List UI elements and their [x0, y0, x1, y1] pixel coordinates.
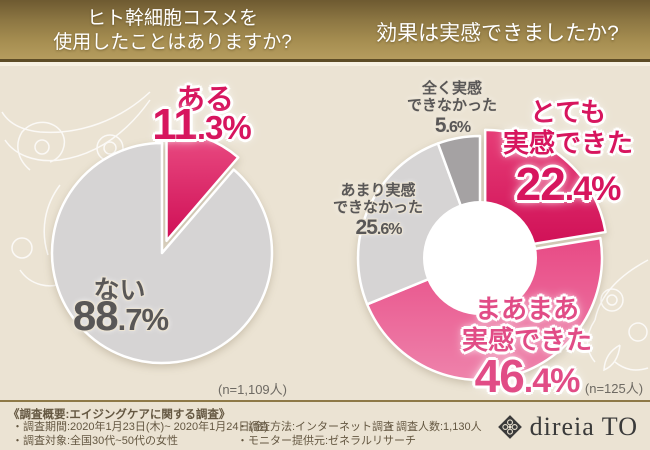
left-chart-title: ヒト幹細胞コスメを 使用したことはありますか?: [0, 7, 345, 55]
slice-value-mattaku: 5.6%: [434, 114, 471, 137]
slice-label-mattaku-line1: 全く実感: [421, 80, 482, 97]
slice-label-amari-line2: できなかった: [332, 199, 423, 216]
brand-ornament-icon: [497, 415, 522, 439]
slice-label-mattaku-line2: できなかった: [406, 97, 497, 114]
survey-monitor-provider: ・モニター提供元:ゼネラルリサーチ: [237, 435, 417, 447]
survey-overview-heading: 《調査概要:エイジングケアに関する調査》: [8, 409, 231, 421]
survey-respondents: ・調査人数:1,130人: [385, 421, 482, 433]
slice-label-totemo-line2: 実感できた: [502, 128, 633, 158]
slice-value-totemo: 22.4%: [515, 158, 622, 210]
slice-label-maamaa-line1: まあまあ: [474, 294, 579, 324]
brand-logo-text: direia TO: [529, 412, 638, 441]
survey-target: ・調査対象:全国30代~50代の女性: [12, 435, 178, 447]
header-divider-dark: [0, 59, 650, 62]
floral-decoration-right: [586, 259, 649, 372]
slice-label-amari: あまり実感 できなかった: [322, 182, 434, 216]
donut-hole: [423, 201, 537, 315]
header-band: ヒト幹細胞コスメを 使用したことはありますか? 効果は実感できましたか?: [0, 0, 650, 59]
pie-chart-usage: [50, 129, 274, 365]
slice-label-totemo: とても 実感できた: [488, 97, 648, 159]
left-chart-title-line2: 使用したことはありますか?: [53, 32, 292, 53]
slice-label-nai: ない: [93, 275, 146, 305]
brand-logo: direia TO: [496, 412, 638, 442]
donut-chart-effect: [356, 128, 607, 382]
slice-label-mattaku: 全く実感 できなかった: [382, 80, 522, 114]
slice-value-nai: 88.7%: [72, 292, 169, 339]
survey-details-col2: ・調査方法:インターネット調査 ・モニター提供元:ゼネラルリサーチ: [237, 420, 416, 448]
slice-value-maamaa: 46.4%: [474, 350, 581, 402]
slice-label-totemo-line1: とても: [530, 97, 606, 127]
slice-ある: [165, 129, 240, 243]
survey-details-col3: ・調査人数:1,130人: [385, 420, 482, 434]
slice-label-maamaa: まあまあ 実感できた: [442, 294, 612, 356]
survey-period: ・調査期間:2020年1月23日(木)~ 2020年1月24日(金): [12, 421, 268, 433]
slice-label-maamaa-line2: 実感できた: [461, 325, 592, 355]
footer-divider: [0, 400, 650, 402]
slice-label-aru: ある: [175, 84, 234, 116]
slice-label-amari-line1: あまり実感: [340, 182, 416, 199]
slice-ない: [50, 141, 274, 365]
left-chart-title-line1: ヒト幹細胞コスメを: [86, 8, 258, 29]
survey-method: ・調査方法:インターネット調査: [237, 421, 395, 433]
slice-value-aru: 11.3%: [152, 100, 251, 149]
slice-value-amari: 25.6%: [355, 216, 403, 239]
right-chart-title: 効果は実感できましたか?: [376, 22, 619, 45]
sample-size-right: (n=125人): [584, 381, 644, 396]
sample-size-left: (n=1,109人): [217, 382, 287, 397]
header-divider-light: [0, 62, 650, 66]
footer: 《調査概要:エイジングケアに関する調査》 ・調査期間:2020年1月23日(木)…: [0, 402, 650, 450]
survey-details-col1: ・調査期間:2020年1月23日(木)~ 2020年1月24日(金) ・調査対象…: [12, 420, 268, 448]
